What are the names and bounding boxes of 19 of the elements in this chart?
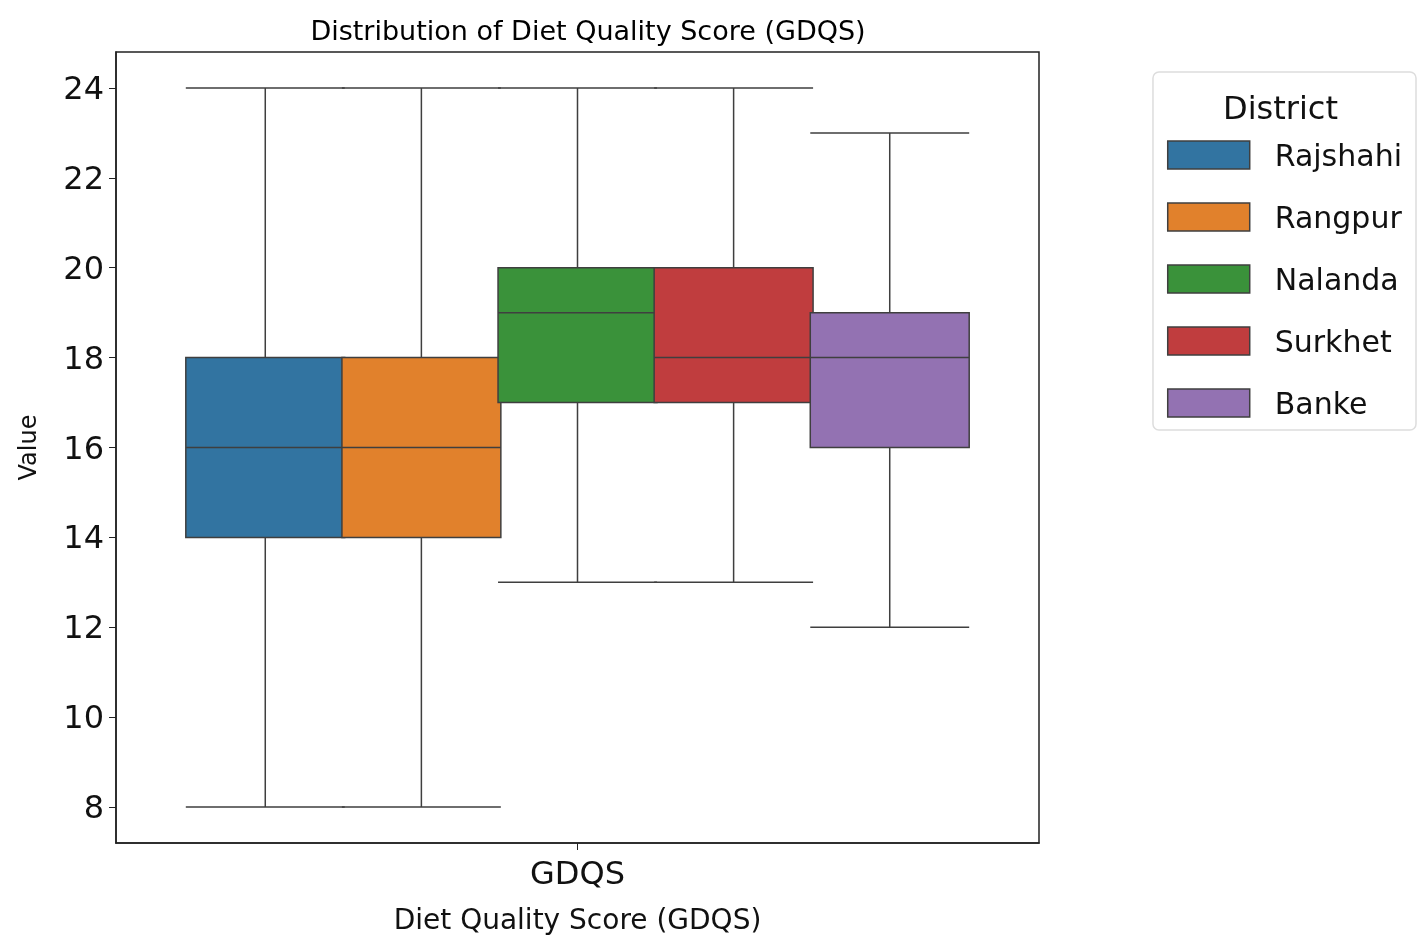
y-tick-label: 22 (63, 158, 104, 197)
legend-title: District (1223, 89, 1338, 127)
y-tick-label: 10 (63, 698, 104, 737)
y-tick-label: 12 (63, 608, 104, 647)
chart-title: Distribution of Diet Quality Score (GDQS) (310, 15, 866, 46)
y-axis-title: Value (14, 414, 42, 481)
legend-label: Rajshahi (1274, 137, 1402, 173)
y-tick-label: 14 (63, 518, 104, 557)
x-tick-label: GDQS (530, 854, 625, 892)
y-tick-label: 16 (63, 428, 104, 467)
x-axis-title: Diet Quality Score (GDQS) (393, 902, 762, 936)
legend-label: Surkhet (1274, 323, 1392, 359)
y-tick-label: 24 (63, 68, 104, 107)
legend-label: Rangpur (1274, 199, 1403, 235)
y-tick-label: 8 (83, 788, 104, 827)
y-tick-label: 18 (63, 338, 104, 377)
y-tick-label: 20 (63, 248, 104, 287)
legend-label: Banke (1274, 385, 1368, 421)
legend-label: Nalanda (1274, 261, 1399, 297)
